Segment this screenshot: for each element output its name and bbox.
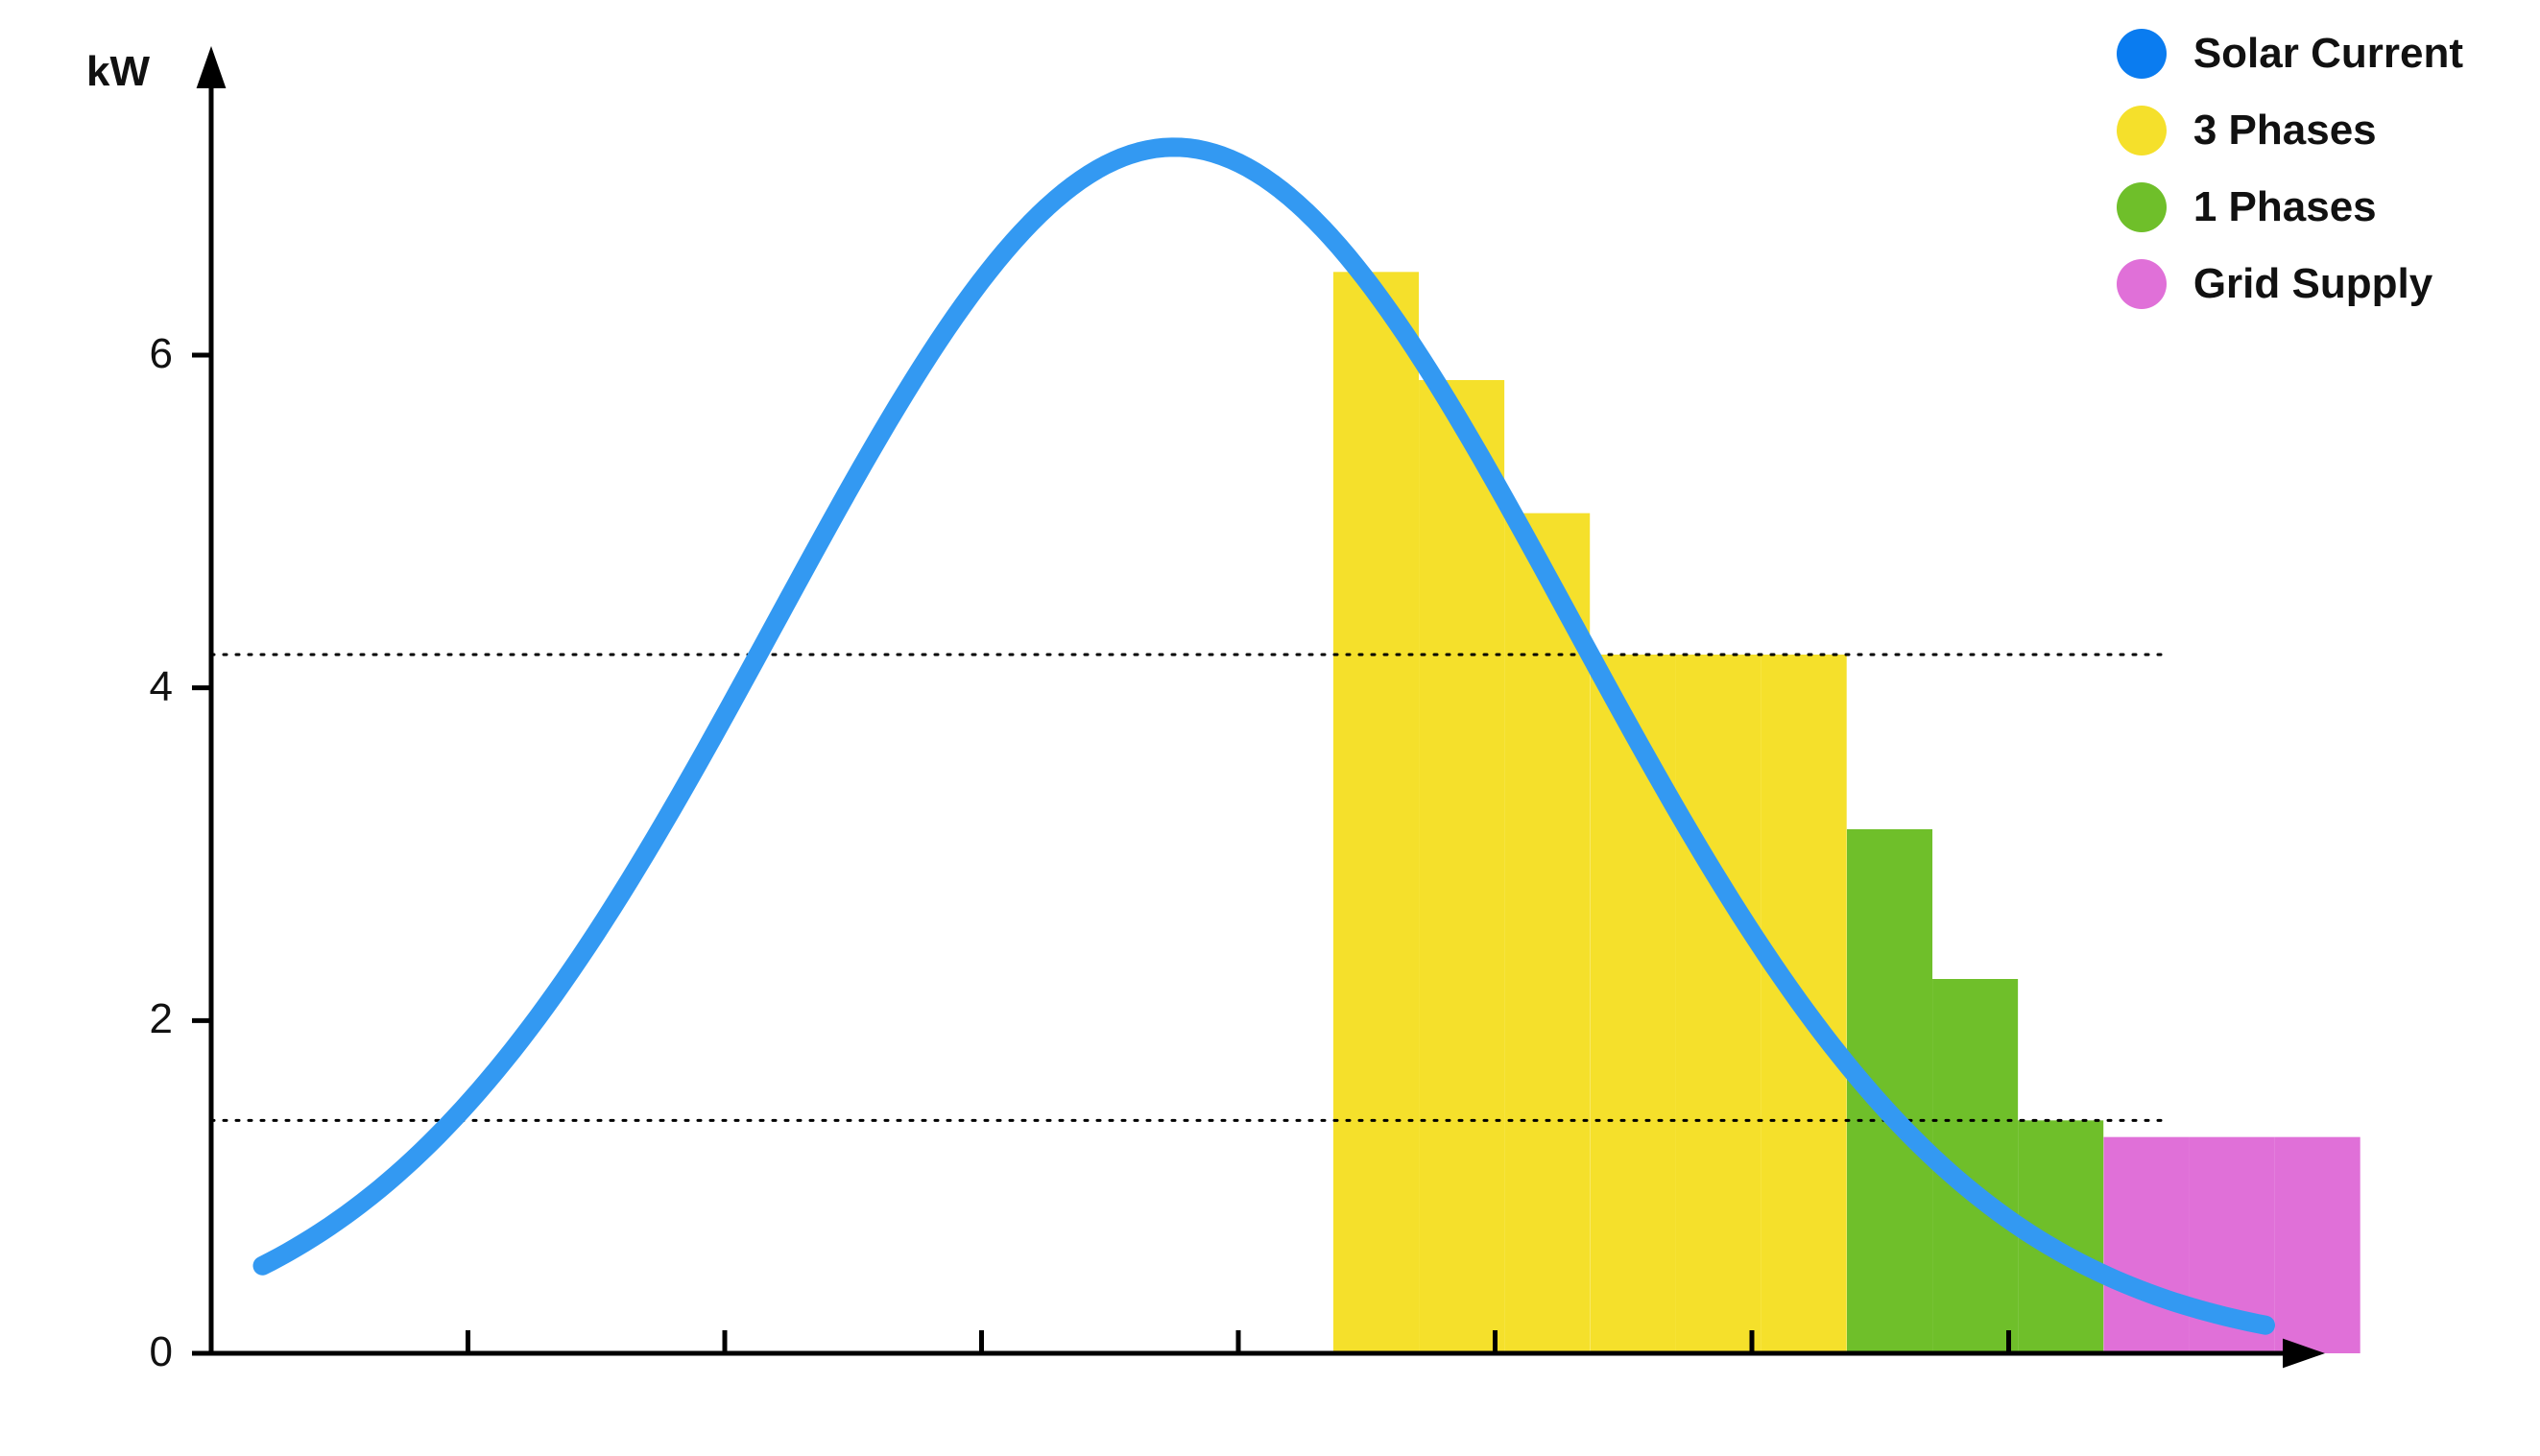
y-tick-label: 0	[125, 1328, 173, 1376]
y-axis-arrow	[197, 46, 227, 88]
legend-color-dot	[2117, 29, 2167, 79]
bar-segment	[1590, 655, 1675, 1353]
legend: Solar Current 3 Phases 1 Phases Grid Supply	[2117, 29, 2463, 336]
bar-segment	[1419, 380, 1504, 1353]
legend-label: 3 Phases	[2193, 107, 2377, 155]
legend-item: Grid Supply	[2117, 259, 2463, 309]
y-tick-label: 4	[125, 663, 173, 711]
chart-container: kW 0 2 4 6 Solar Current 3 Phases 1 Phases Gri…	[0, 0, 2540, 1456]
y-tick-label: 6	[125, 330, 173, 378]
bar-segment	[2275, 1137, 2360, 1353]
y-tick-label: 2	[125, 995, 173, 1043]
legend-label: Grid Supply	[2193, 260, 2432, 308]
legend-color-dot	[2117, 182, 2167, 232]
legend-label: Solar Current	[2193, 30, 2463, 78]
bar-segment	[1676, 655, 1761, 1353]
y-axis-label: kW	[86, 48, 150, 96]
bar-segment	[2103, 1137, 2189, 1353]
legend-label: 1 Phases	[2193, 183, 2377, 231]
bar-segment	[1333, 272, 1419, 1353]
legend-item: Solar Current	[2117, 29, 2463, 79]
legend-item: 1 Phases	[2117, 182, 2463, 232]
legend-color-dot	[2117, 259, 2167, 309]
legend-color-dot	[2117, 106, 2167, 155]
legend-item: 3 Phases	[2117, 106, 2463, 155]
